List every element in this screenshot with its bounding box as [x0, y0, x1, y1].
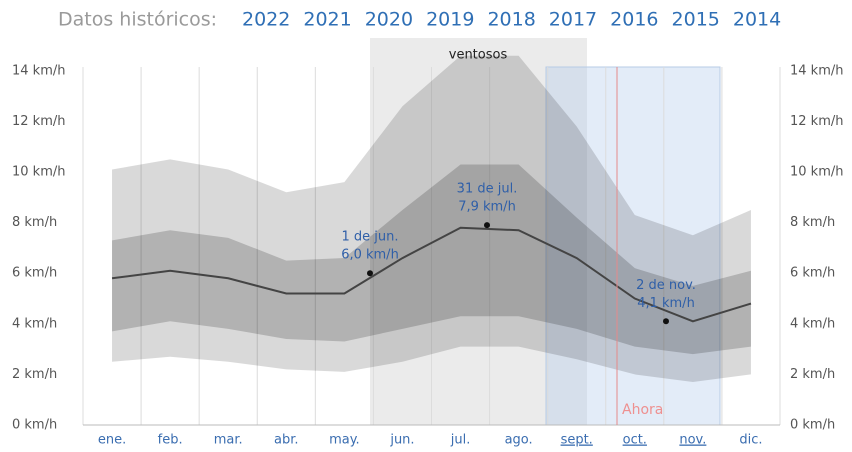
annotation-date: 31 de jul.: [457, 182, 518, 197]
year-link[interactable]: 2021: [303, 9, 351, 31]
year-link[interactable]: 2022: [242, 9, 290, 31]
y-tick-label: 0 km/h: [12, 418, 57, 433]
median-line: [111, 226, 752, 323]
y2-tick-label: 12 km/h: [790, 114, 844, 129]
x-tick-label: feb.: [158, 433, 183, 448]
percentile-band: [112, 164, 751, 355]
x-tick-label: ene.: [98, 433, 126, 448]
x-tick-label: dic.: [739, 433, 762, 448]
y2-tick-label: 2 km/h: [790, 367, 835, 382]
y2-tick-label: 14 km/h: [790, 63, 844, 78]
year-link[interactable]: 2018: [487, 9, 535, 31]
history-label: Datos históricos:: [58, 9, 217, 31]
annotation-value: 4,1 km/h: [637, 296, 695, 311]
annotation-date: 1 de jun.: [341, 230, 398, 245]
y2-tick-label: 4 km/h: [790, 316, 835, 331]
x-tick-label: jun.: [389, 433, 414, 448]
x-tick-label: abr.: [274, 433, 299, 448]
year-link[interactable]: 2015: [672, 9, 720, 31]
annotation-point: [484, 222, 490, 229]
y-tick-label: 8 km/h: [12, 215, 57, 230]
year-link[interactable]: 2017: [549, 9, 597, 31]
year-link[interactable]: 2016: [610, 9, 658, 31]
annotation-value: 6,0 km/h: [341, 248, 399, 263]
annotation-date: 2 de nov.: [636, 278, 696, 293]
annotation-value: 7,9 km/h: [458, 200, 516, 215]
y2-tick-label: 0 km/h: [790, 418, 835, 433]
y-tick-label: 4 km/h: [12, 316, 57, 331]
x-tick-label[interactable]: sept.: [561, 433, 593, 448]
annotation-point: [663, 318, 669, 325]
y2-tick-label: 10 km/h: [790, 165, 844, 180]
annotation-point: [367, 270, 373, 277]
x-tick-label: may.: [329, 433, 360, 448]
year-link[interactable]: 2020: [365, 9, 413, 31]
year-link[interactable]: 2019: [426, 9, 474, 31]
y-tick-label: 10 km/h: [12, 165, 66, 180]
x-tick-label[interactable]: nov.: [679, 433, 706, 448]
y-tick-label: 12 km/h: [12, 114, 66, 129]
y-tick-label: 6 km/h: [12, 266, 57, 281]
current-period: [545, 66, 721, 426]
x-tick-label[interactable]: oct.: [623, 433, 647, 448]
y-tick-label: 14 km/h: [12, 63, 66, 78]
year-link[interactable]: 2014: [733, 9, 781, 31]
y2-tick-label: 8 km/h: [790, 215, 835, 230]
windy-label: ventosos: [449, 48, 508, 63]
percentile-band: [112, 55, 751, 383]
now-label: Ahora: [622, 402, 663, 418]
x-tick-label: jul.: [450, 433, 471, 448]
y-tick-label: 2 km/h: [12, 367, 57, 382]
x-tick-label: mar.: [214, 433, 243, 448]
y2-tick-label: 6 km/h: [790, 266, 835, 281]
x-tick-label: ago.: [505, 433, 533, 448]
windy-region: [370, 38, 587, 425]
